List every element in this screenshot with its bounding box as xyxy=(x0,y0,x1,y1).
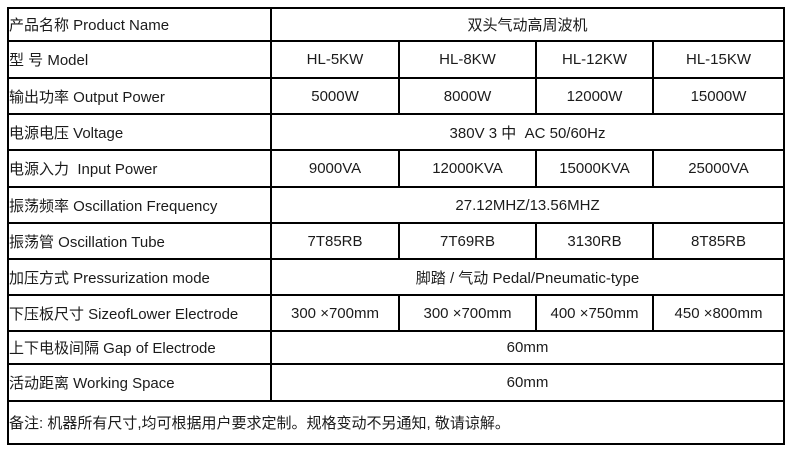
model-value-4: HL-15KW xyxy=(651,40,786,79)
output-power-value-4: 15000W xyxy=(651,77,786,115)
model-value-1: HL-5KW xyxy=(270,40,400,79)
output-power-label: 输出功率 Output Power xyxy=(7,77,272,115)
output-power-value-1: 5000W xyxy=(270,77,400,115)
input-power-value-4: 25000VA xyxy=(651,149,786,188)
input-power-value-2: 12000KVA xyxy=(398,149,537,188)
oscillation-tube-value-3: 3130RB xyxy=(535,222,654,260)
product-name-value: 双头气动高周波机 xyxy=(269,7,786,42)
lower-electrode-size-value-1: 300 ×700mm xyxy=(270,294,400,332)
voltage-value: 380V 3 中 AC 50/60Hz xyxy=(269,113,786,151)
oscillation-frequency-label: 振荡频率 Oscillation Frequency xyxy=(7,186,272,224)
row-lower-electrode-size: 下压板尺寸 SizeofLower Electrode 300 ×700mm 3… xyxy=(7,294,786,332)
working-space-label: 活动距离 Working Space xyxy=(7,363,272,402)
input-power-label: 电源入力 Input Power xyxy=(7,149,272,188)
row-product-name: 产品名称 Product Name 双头气动高周波机 xyxy=(7,7,786,42)
oscillation-tube-value-2: 7T69RB xyxy=(398,222,537,260)
row-electrode-gap: 上下电极间隔 Gap of Electrode 60mm xyxy=(7,330,786,365)
lower-electrode-size-value-3: 400 ×750mm xyxy=(535,294,654,332)
row-voltage: 电源电压 Voltage 380V 3 中 AC 50/60Hz xyxy=(7,113,786,151)
lower-electrode-size-value-2: 300 ×700mm xyxy=(398,294,537,332)
lower-electrode-size-value-4: 450 ×800mm xyxy=(651,294,786,332)
output-power-value-2: 8000W xyxy=(398,77,537,115)
pressurization-mode-label: 加压方式 Pressurization mode xyxy=(7,258,272,296)
electrode-gap-value: 60mm xyxy=(269,330,786,365)
working-space-value: 60mm xyxy=(269,363,786,402)
input-power-value-1: 9000VA xyxy=(270,149,400,188)
row-note: 备注: 机器所有尺寸,均可根据用户要求定制。规格变动不另通知, 敬请谅解。 xyxy=(6,400,786,445)
input-power-value-3: 15000KVA xyxy=(535,149,654,188)
lower-electrode-size-label: 下压板尺寸 SizeofLower Electrode xyxy=(7,294,272,332)
spec-table: 产品名称 Product Name 双头气动高周波机 型 号 Model HL-… xyxy=(6,7,786,445)
voltage-label: 电源电压 Voltage xyxy=(7,113,272,151)
row-output-power: 输出功率 Output Power 5000W 8000W 12000W 150… xyxy=(7,77,786,115)
oscillation-tube-value-1: 7T85RB xyxy=(270,222,400,260)
note-text: 备注: 机器所有尺寸,均可根据用户要求定制。规格变动不另通知, 敬请谅解。 xyxy=(6,400,786,445)
pressurization-mode-value: 脚踏 / 气动 Pedal/Pneumatic-type xyxy=(269,258,786,296)
row-input-power: 电源入力 Input Power 9000VA 12000KVA 15000KV… xyxy=(7,149,786,188)
row-oscillation-tube: 振荡管 Oscillation Tube 7T85RB 7T69RB 3130R… xyxy=(7,222,786,260)
output-power-value-3: 12000W xyxy=(535,77,654,115)
row-model: 型 号 Model HL-5KW HL-8KW HL-12KW HL-15KW xyxy=(7,40,786,79)
row-working-space: 活动距离 Working Space 60mm xyxy=(7,363,786,402)
oscillation-tube-value-4: 8T85RB xyxy=(651,222,786,260)
product-name-label: 产品名称 Product Name xyxy=(7,7,272,42)
model-value-3: HL-12KW xyxy=(535,40,654,79)
row-pressurization-mode: 加压方式 Pressurization mode 脚踏 / 气动 Pedal/P… xyxy=(7,258,786,296)
oscillation-tube-label: 振荡管 Oscillation Tube xyxy=(7,222,272,260)
electrode-gap-label: 上下电极间隔 Gap of Electrode xyxy=(7,330,272,365)
model-value-2: HL-8KW xyxy=(398,40,537,79)
model-label: 型 号 Model xyxy=(7,40,272,79)
oscillation-frequency-value: 27.12MHZ/13.56MHZ xyxy=(269,186,786,224)
row-oscillation-frequency: 振荡频率 Oscillation Frequency 27.12MHZ/13.5… xyxy=(7,186,786,224)
